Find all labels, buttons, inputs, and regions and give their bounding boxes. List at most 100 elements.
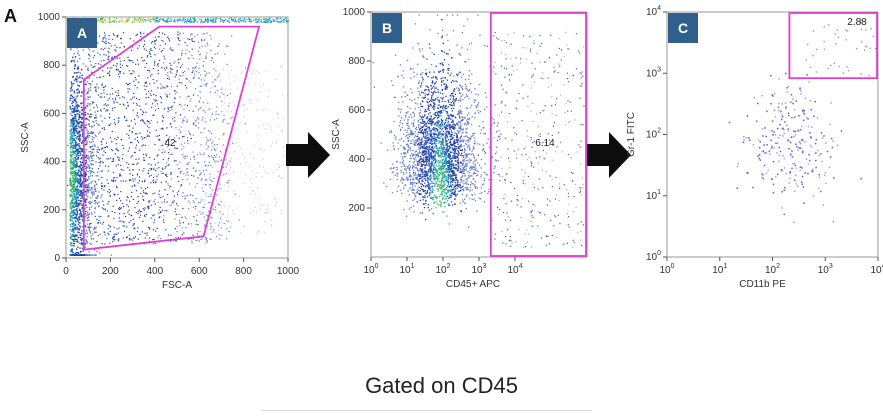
data-point bbox=[147, 207, 150, 209]
data-point bbox=[265, 127, 267, 129]
data-point bbox=[101, 147, 103, 150]
data-point bbox=[81, 254, 83, 256]
data-point bbox=[187, 142, 189, 144]
data-point bbox=[440, 165, 442, 167]
data-point bbox=[417, 173, 420, 175]
data-point bbox=[78, 105, 80, 108]
data-point bbox=[106, 145, 108, 148]
data-point bbox=[420, 132, 422, 134]
data-point bbox=[103, 75, 105, 78]
data-point bbox=[396, 161, 398, 163]
data-point bbox=[452, 204, 454, 206]
data-point bbox=[423, 97, 425, 99]
data-point bbox=[267, 123, 269, 125]
data-point bbox=[425, 202, 427, 205]
data-point bbox=[85, 233, 87, 235]
data-point bbox=[117, 117, 119, 119]
data-point bbox=[223, 174, 225, 176]
data-point bbox=[424, 123, 426, 126]
data-point bbox=[433, 113, 435, 116]
data-point bbox=[87, 191, 89, 193]
data-point bbox=[133, 118, 136, 121]
data-point bbox=[177, 18, 180, 21]
data-point bbox=[464, 187, 466, 189]
data-point bbox=[73, 217, 75, 219]
data-point bbox=[154, 203, 156, 205]
data-point bbox=[81, 166, 84, 169]
data-point bbox=[170, 69, 172, 71]
data-point bbox=[200, 144, 202, 146]
data-point bbox=[149, 71, 151, 73]
data-point bbox=[213, 160, 216, 162]
data-point bbox=[77, 207, 79, 209]
data-point bbox=[111, 140, 113, 143]
data-point bbox=[177, 37, 179, 39]
data-point bbox=[117, 149, 119, 151]
data-point bbox=[128, 70, 130, 72]
data-point bbox=[215, 232, 217, 234]
data-point bbox=[111, 87, 113, 90]
data-point bbox=[77, 223, 80, 225]
data-point bbox=[227, 191, 229, 193]
data-point bbox=[150, 90, 152, 92]
data-point bbox=[79, 121, 81, 124]
data-point bbox=[79, 226, 82, 228]
data-point bbox=[75, 177, 78, 179]
data-point bbox=[270, 128, 272, 130]
data-point bbox=[75, 130, 78, 132]
data-point bbox=[189, 21, 192, 23]
data-point bbox=[474, 117, 476, 119]
data-point bbox=[400, 117, 403, 119]
data-point bbox=[461, 193, 464, 196]
data-point bbox=[281, 213, 283, 215]
data-point bbox=[193, 158, 196, 160]
data-point bbox=[449, 156, 452, 158]
data-point bbox=[83, 254, 85, 256]
data-point bbox=[114, 44, 116, 46]
data-point bbox=[73, 236, 76, 238]
data-point bbox=[132, 174, 134, 176]
data-point bbox=[472, 166, 474, 169]
data-point bbox=[418, 48, 421, 50]
data-point bbox=[427, 98, 429, 100]
data-point bbox=[456, 73, 458, 76]
data-point bbox=[180, 184, 183, 186]
data-point bbox=[85, 210, 87, 213]
data-point bbox=[70, 157, 73, 159]
data-point bbox=[73, 98, 76, 101]
data-point bbox=[439, 161, 441, 163]
data-point bbox=[88, 82, 90, 85]
data-point bbox=[78, 134, 81, 136]
data-point bbox=[77, 121, 79, 124]
data-point bbox=[385, 185, 388, 188]
x-tick-label: 1000 bbox=[277, 266, 300, 277]
data-point bbox=[74, 253, 76, 255]
data-point bbox=[147, 226, 149, 228]
data-point bbox=[117, 73, 120, 75]
data-point bbox=[88, 156, 90, 158]
data-point bbox=[438, 111, 440, 114]
data-point bbox=[462, 73, 464, 76]
data-point bbox=[209, 107, 211, 109]
data-point bbox=[450, 169, 452, 171]
data-point bbox=[194, 208, 197, 210]
data-point bbox=[175, 127, 177, 129]
data-point bbox=[98, 158, 100, 160]
data-point bbox=[89, 232, 92, 234]
data-point bbox=[81, 116, 84, 119]
data-point bbox=[225, 18, 227, 21]
data-point bbox=[77, 181, 79, 184]
data-point bbox=[100, 93, 102, 95]
data-point bbox=[147, 55, 149, 57]
data-point bbox=[225, 155, 228, 157]
data-point bbox=[80, 213, 83, 216]
data-point bbox=[193, 41, 195, 43]
data-point bbox=[180, 105, 182, 107]
data-point bbox=[219, 217, 222, 219]
data-point bbox=[409, 178, 412, 180]
data-point bbox=[75, 160, 77, 162]
data-point bbox=[178, 78, 180, 80]
data-point bbox=[205, 141, 208, 143]
data-point bbox=[428, 126, 430, 128]
data-point bbox=[447, 150, 449, 152]
